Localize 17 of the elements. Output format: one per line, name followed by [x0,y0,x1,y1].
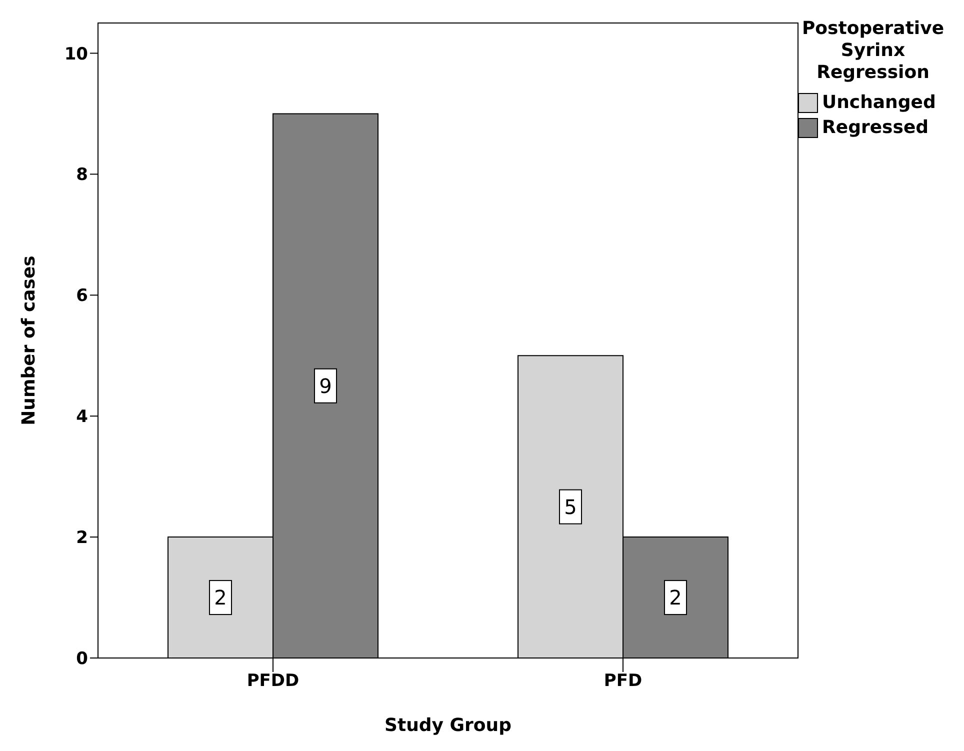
x-tick-label: PFDD [246,671,300,692]
data-label: 9 [319,374,332,398]
y-tick-label: 2 [76,528,88,548]
y-tick-label: 6 [76,286,88,306]
y-tick-label: 10 [64,44,88,64]
y-tick-label: 4 [76,407,88,428]
legend-label: Regressed [822,117,929,138]
x-tick-label: PFD [604,671,642,692]
y-tick-label: 8 [76,165,88,186]
legend-title: Postoperative Syrinx Regression [800,18,946,84]
y-tick-label: 0 [76,649,88,670]
data-label: 2 [669,586,682,610]
legend-label: Unchanged [822,92,936,113]
x-axis-title: Study Group [384,714,512,736]
data-label: 2 [214,586,227,610]
data-label: 5 [564,494,577,519]
y-axis-title: Number of cases [18,256,40,426]
